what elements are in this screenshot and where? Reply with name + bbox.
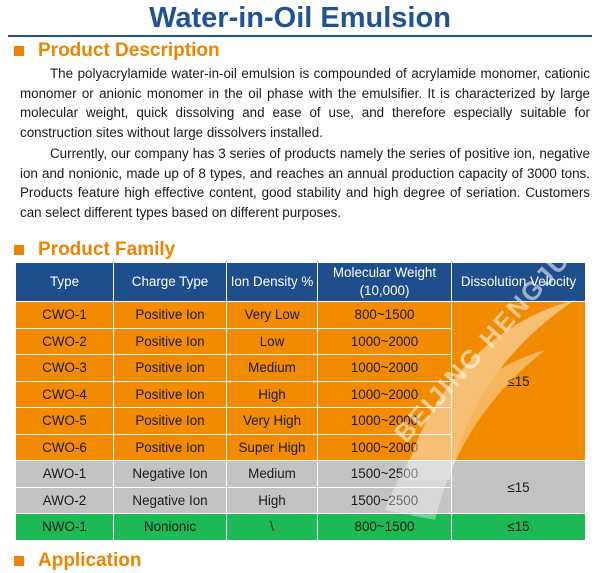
cell-ion-density: Medium [226,460,318,488]
cell-charge: Positive Ion [113,433,227,461]
description-paragraph-2: Currently, our company has 3 series of p… [20,146,590,220]
cell-molecular-weight: 1500~2500 [317,460,452,488]
cell-charge: Positive Ion [113,354,227,382]
section-product-family: Product Family [14,239,175,261]
cell-molecular-weight: 800~1500 [317,301,452,329]
cell-ion-density: Low [226,327,318,355]
table-header-row: Type Charge Type Ion Density % Molecular… [15,262,586,302]
cell-charge: Negative Ion [113,460,227,488]
cell-charge: Positive Ion [113,327,227,355]
header-ion-density: Ion Density % [226,262,318,302]
description-paragraph-1: The polyacrylamide water-in-oil emulsion… [20,66,590,140]
cell-molecular-weight: 1000~2000 [317,354,452,382]
cell-type: NWO-1 [15,513,114,541]
cell-ion-density: High [226,380,318,408]
table-row: CWO-5 Positive Ion Very High 1000~2000 [15,407,586,435]
cell-charge: Positive Ion [113,301,227,329]
cell-ion-density: Medium [226,354,318,382]
cell-ion-density: \ [226,513,318,541]
cell-molecular-weight: 800~1500 [317,513,452,541]
table-row: CWO-2 Positive Ion Low 1000~2000 [15,327,586,355]
table-row: CWO-4 Positive Ion High 1000~2000 [15,380,586,408]
table-row: CWO-3 Positive Ion Medium 1000~2000 [15,354,586,382]
section-bullet-icon [14,245,24,255]
cell-molecular-weight: 1000~2000 [317,327,452,355]
header-charge-type: Charge Type [113,262,227,302]
header-type: Type [15,262,114,302]
cell-ion-density: Very Low [226,301,318,329]
cell-velocity: ≤15 [451,301,586,461]
section-heading: Application [38,550,142,571]
cell-molecular-weight: 1500~2500 [317,486,452,514]
cell-type: CWO-1 [15,301,114,329]
cell-charge: Negative Ion [113,486,227,514]
cell-charge: Positive Ion [113,407,227,435]
table-row: NWO-1 Nonionic \ 800~1500 ≤15 [15,513,586,541]
cell-type: AWO-1 [15,460,114,488]
title-divider [8,35,592,37]
cell-molecular-weight: 1000~2000 [317,380,452,408]
cell-molecular-weight: 1000~2000 [317,433,452,461]
section-heading: Product Family [38,239,176,260]
cell-ion-density: Super High [226,433,318,461]
section-bullet-icon [14,556,24,566]
cell-type: CWO-5 [15,407,114,435]
section-application: Application [14,550,141,572]
cell-charge: Nonionic [113,513,227,541]
cell-velocity: ≤15 [451,513,586,541]
cell-ion-density: Very High [226,407,318,435]
table-row: AWO-2 Negative Ion High 1500~2500 [15,486,586,514]
cell-ion-density: High [226,486,318,514]
cell-type: CWO-2 [15,327,114,355]
cell-charge: Positive Ion [113,380,227,408]
table-row: CWO-6 Positive Ion Super High 1000~2000 [15,433,586,461]
cell-molecular-weight: 1000~2000 [317,407,452,435]
section-product-description: Product Description [14,40,220,62]
page-title: Water-in-Oil Emulsion [149,2,451,34]
cell-type: CWO-4 [15,380,114,408]
table-row: AWO-1 Negative Ion Medium 1500~2500 ≤15 [15,460,586,514]
section-heading: Product Description [38,40,220,61]
cell-type: AWO-2 [15,486,114,514]
cell-type: CWO-6 [15,433,114,461]
table-row: CWO-1 Positive Ion Very Low 800~1500 ≤15 [15,301,586,461]
product-family-table: Type Charge Type Ion Density % Molecular… [15,262,586,541]
header-dissolution-velocity: Dissolution Velocity [451,262,586,302]
header-molecular-weight: Molecular Weight (10,000) [317,262,452,302]
cell-velocity: ≤15 [451,460,586,514]
section-bullet-icon [14,46,24,56]
cell-type: CWO-3 [15,354,114,382]
